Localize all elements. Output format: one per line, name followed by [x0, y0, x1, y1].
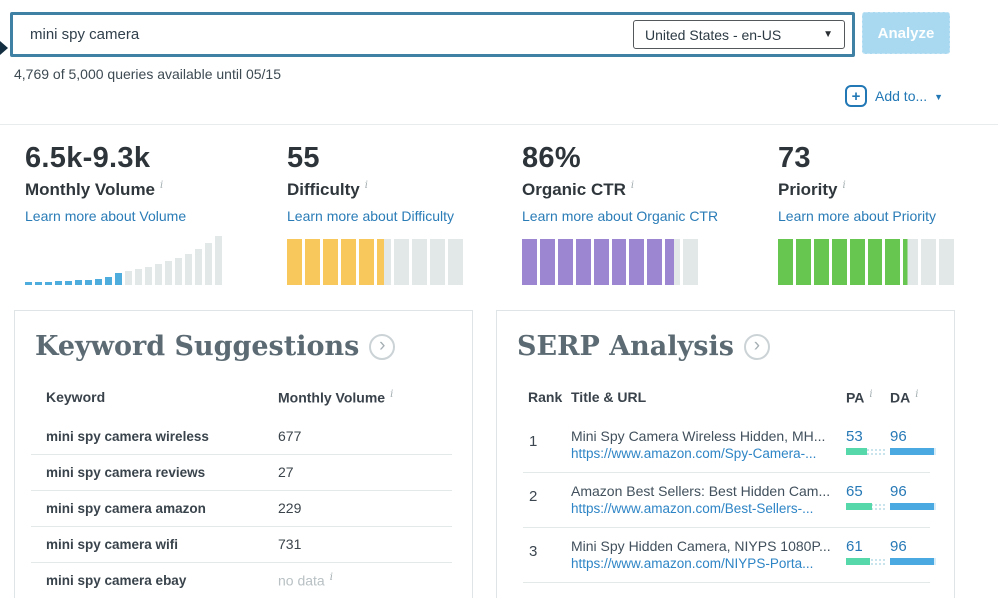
table-row: 3 Mini Spy Hidden Camera, NIYPS 1080P...…: [523, 528, 936, 583]
info-icon[interactable]: i: [364, 180, 368, 192]
priority-value: 73: [778, 142, 811, 174]
difficulty-label: Difficulty i: [287, 180, 368, 199]
keyword-search-input[interactable]: [13, 26, 633, 43]
rank-cell: 2: [529, 487, 538, 505]
table-row[interactable]: mini spy camera ebay no data i: [31, 563, 452, 598]
keyword-table-body: mini spy camera wireless 677 mini spy ca…: [31, 419, 452, 598]
learn-more-volume-link[interactable]: Learn more about Volume: [25, 208, 187, 224]
keyword-suggestions-panel: Keyword Suggestions › Keyword Monthly Vo…: [14, 310, 473, 598]
column-header-rank[interactable]: Rank: [528, 389, 563, 405]
serp-table-body: 1 Mini Spy Camera Wireless Hidden, MH...…: [523, 418, 936, 583]
organic-ctr-gauge-chart: [522, 239, 699, 285]
da-bar: [890, 502, 936, 510]
priority-gauge-chart: [778, 239, 955, 285]
result-url-link[interactable]: https://www.amazon.com/Spy-Camera-...: [571, 445, 817, 461]
monthly-volume-label: Monthly Volume i: [25, 180, 164, 199]
add-to-button[interactable]: + Add to... ▼: [845, 85, 943, 107]
learn-more-ctr-link[interactable]: Learn more about Organic CTR: [522, 208, 719, 224]
keyword-cell: mini spy camera amazon: [46, 500, 206, 516]
priority-label: Priority i: [778, 180, 846, 199]
title-url-cell: Amazon Best Sellers: Best Hidden Cam... …: [571, 483, 841, 527]
learn-more-priority-link[interactable]: Learn more about Priority: [778, 208, 936, 224]
info-icon: i: [329, 572, 333, 584]
rank-cell: 1: [529, 432, 538, 450]
difficulty-gauge-chart: [287, 239, 464, 285]
pa-cell: 53: [841, 428, 886, 472]
result-url-link[interactable]: https://www.amazon.com/Best-Sellers-...: [571, 500, 814, 516]
table-row: 1 Mini Spy Camera Wireless Hidden, MH...…: [523, 418, 936, 473]
volume-cell: 677: [278, 428, 302, 445]
info-icon[interactable]: i: [842, 180, 846, 192]
learn-more-difficulty-link[interactable]: Learn more about Difficulty: [287, 208, 455, 224]
difficulty-value: 55: [287, 142, 320, 174]
open-keyword-suggestions-icon[interactable]: ›: [369, 333, 396, 360]
query-quota-text: 4,769 of 5,000 queries available until 0…: [14, 66, 281, 82]
result-title: Amazon Best Sellers: Best Hidden Cam...: [571, 482, 831, 499]
organic-ctr-value: 86%: [522, 142, 581, 174]
metric-card-monthly-volume: 6.5k-9.3k Monthly Volume i Learn more abo…: [25, 142, 287, 285]
metric-card-priority: 73 Priority i Learn more about Priority: [778, 142, 978, 285]
column-header-title-url[interactable]: Title & URL: [571, 389, 647, 405]
keyword-suggestions-title: Keyword Suggestions ›: [35, 331, 472, 362]
analyze-button[interactable]: Analyze: [862, 12, 950, 54]
open-serp-analysis-icon[interactable]: ›: [743, 333, 770, 360]
keyword-search-box: United States - en-US ▼: [10, 12, 855, 57]
table-row[interactable]: mini spy camera reviews 27: [31, 455, 452, 491]
serp-table-header: Rank Title & URL PA i DA i: [523, 389, 930, 406]
column-header-monthly-volume[interactable]: Monthly Volume i: [278, 389, 394, 406]
info-icon: i: [390, 389, 394, 400]
keyword-cell: mini spy camera wifi: [46, 536, 179, 552]
locale-select[interactable]: United States - en-US ▼: [633, 20, 845, 49]
plus-icon: +: [845, 85, 867, 107]
result-title: Mini Spy Camera Wireless Hidden, MH...: [571, 427, 826, 444]
volume-cell: 229: [278, 500, 302, 517]
da-cell: 96: [885, 483, 936, 527]
volume-histogram-chart: [25, 235, 287, 285]
locale-select-value: United States - en-US: [645, 26, 782, 43]
keyword-cell: mini spy camera ebay: [46, 573, 187, 589]
table-row[interactable]: mini spy camera wifi 731: [31, 527, 452, 563]
sidebar-flyout-arrow-icon[interactable]: [0, 41, 8, 55]
table-row[interactable]: mini spy camera amazon 229: [31, 491, 452, 527]
pa-cell: 65: [841, 483, 886, 527]
pa-bar: [846, 557, 886, 565]
metric-card-difficulty: 55 Difficulty i Learn more about Difficul…: [287, 142, 522, 285]
info-icon[interactable]: i: [160, 180, 164, 192]
result-url-link[interactable]: https://www.amazon.com/NIYPS-Porta...: [571, 555, 814, 571]
column-header-da[interactable]: DA i: [890, 389, 919, 406]
column-header-keyword[interactable]: Keyword: [46, 389, 106, 405]
chevron-down-icon: ▼: [934, 92, 944, 102]
metric-card-organic-ctr: 86% Organic CTR i Learn more about Organi…: [522, 142, 778, 285]
monthly-volume-value: 6.5k-9.3k: [25, 142, 151, 174]
serp-analysis-title: SERP Analysis ›: [517, 331, 954, 362]
info-icon: i: [869, 389, 873, 400]
pa-bar: [846, 447, 886, 455]
rank-cell: 3: [529, 542, 538, 560]
pa-cell: 61: [841, 538, 886, 582]
table-row: 2 Amazon Best Sellers: Best Hidden Cam..…: [523, 473, 936, 528]
title-url-cell: Mini Spy Hidden Camera, NIYPS 1080P... h…: [571, 538, 841, 582]
info-icon[interactable]: i: [630, 180, 635, 192]
keyword-cell: mini spy camera wireless: [46, 428, 209, 444]
keyword-cell: mini spy camera reviews: [46, 464, 206, 480]
volume-cell: 27: [278, 464, 294, 481]
chevron-down-icon: ▼: [823, 29, 833, 40]
title-url-cell: Mini Spy Camera Wireless Hidden, MH... h…: [571, 428, 841, 472]
section-divider: [0, 124, 998, 125]
table-row[interactable]: mini spy camera wireless 677: [31, 419, 452, 455]
volume-cell-no-data: no data i: [278, 572, 333, 589]
result-title: Mini Spy Hidden Camera, NIYPS 1080P...: [571, 537, 831, 554]
da-bar: [890, 557, 936, 565]
info-icon: i: [915, 389, 919, 400]
organic-ctr-label: Organic CTR i: [522, 180, 635, 199]
pa-bar: [846, 502, 886, 510]
da-bar: [890, 447, 936, 455]
da-cell: 96: [885, 538, 936, 582]
serp-analysis-panel: SERP Analysis › Rank Title & URL PA i DA i…: [496, 310, 955, 598]
add-to-label: Add to...: [875, 88, 928, 104]
column-header-pa[interactable]: PA i: [846, 389, 873, 406]
da-cell: 96: [885, 428, 936, 472]
volume-cell: 731: [278, 536, 302, 553]
keyword-table-header: Keyword Monthly Volume i: [31, 389, 452, 406]
